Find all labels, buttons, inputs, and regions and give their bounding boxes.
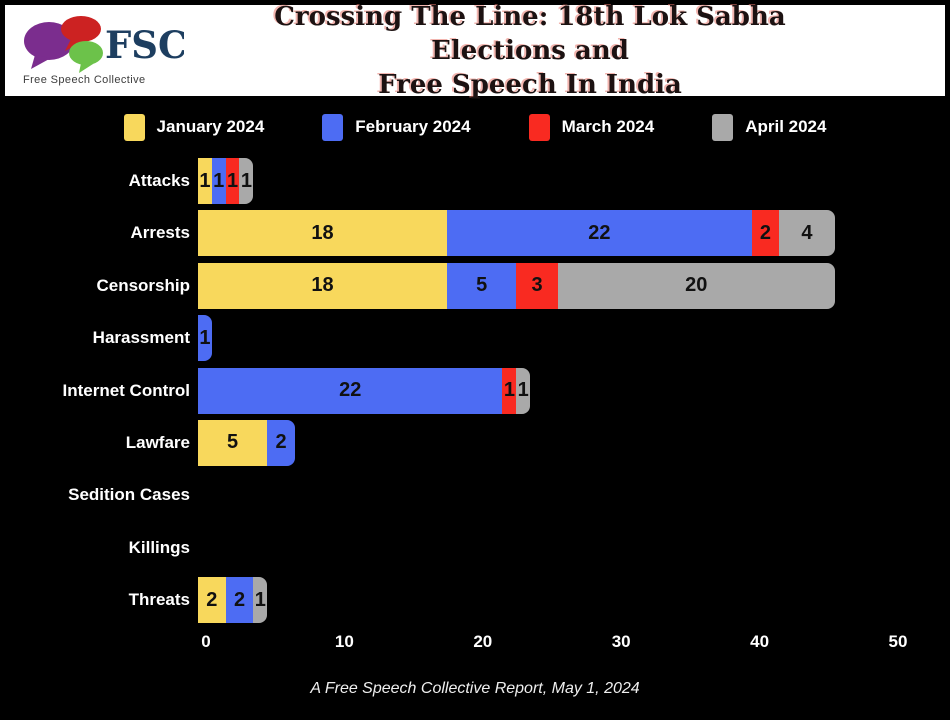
legend-item-march-2024: March 2024 [528,113,655,141]
category-label: Threats [128,590,190,610]
bar-segment-march-2024: 1 [225,158,240,204]
stacked-bar-chart: Attacks 1 1 1 1 Arrests 18 22 2 4 Censorship 18 5 3 20… [0,158,950,630]
category-label: Arrests [130,223,190,243]
speech-bubbles-icon: FSC [24,16,184,73]
chart-row-harassment: Harassment 1 [0,315,950,362]
category-label: Censorship [96,275,190,295]
x-tick-10: 10 [334,632,354,651]
chart-row-arrests: Arrests 18 22 2 4 [0,210,950,257]
bar-track: 1 [198,315,890,362]
x-tick-30: 30 [611,632,631,651]
bar-segment-february-2024: 5 [447,262,517,309]
chart-row-lawfare: Lawfare 5 2 [0,419,950,466]
header-banner: FSC Free Speech Collective Crossing The … [5,2,945,100]
legend-label: February 2024 [355,117,471,136]
chart-row-internet-control: Internet Control 22 1 1 [0,367,950,414]
legend-swatch [123,113,145,141]
chart-row-threats: Threats 2 2 1 [0,577,950,624]
page-title: Crossing The Line: 18th Lok Sabha Electi… [205,0,855,102]
bar-segment-march-2024: 2 [751,210,780,257]
legend-label: April 2024 [745,117,827,136]
title-line-1: Crossing The Line: 18th Lok Sabha Electi… [274,1,786,66]
bar-segment-january-2024: 5 [198,419,268,466]
legend-label: January 2024 [156,117,265,136]
x-tick-0: 0 [201,632,211,651]
legend-item-february-2024: February 2024 [322,113,471,141]
logo-subtext: Free Speech Collective [23,74,146,86]
report-caption: A Free Speech Collective Report, May 1, … [310,680,640,697]
legend-item-january-2024: January 2024 [123,113,265,141]
category-label: Sedition Cases [68,485,190,505]
bar-segment-january-2024: 2 [198,577,226,624]
category-label: Killings [128,537,190,557]
category-label: Attacks [128,171,190,190]
bar-segment-january-2024: 1 [198,158,212,204]
bar-track: 18 22 2 4 [198,210,890,257]
bar-segment-april-2024: 1 [253,577,268,624]
bar-track: 22 1 1 [198,367,890,414]
bar-segment-february-2024: 22 [198,367,503,414]
bar-segment-march-2024: 3 [516,262,558,309]
bar-segment-january-2024: 18 [198,262,448,309]
x-axis: 0 10 20 30 40 50 [201,632,907,656]
chart-row-attacks: Attacks 1 1 1 1 [0,158,950,204]
bar-segment-february-2024: 1 [211,158,226,204]
chart-legend: January 2024 February 2024 March 2024 April… [0,110,950,144]
bar-segment-april-2024: 1 [516,367,531,414]
bar-segment-april-2024: 4 [779,210,835,257]
logo-fsc-text: FSC [105,23,184,67]
chart-row-censorship: Censorship 18 5 3 20 [0,262,950,309]
x-tick-40: 40 [750,632,770,651]
bar-track: 18 5 3 20 [198,262,890,309]
fsc-logo: FSC Free Speech Collective [5,15,205,86]
legend-item-april-2024: April 2024 [712,113,827,141]
x-tick-50: 50 [888,632,908,651]
title-line-2: Free Speech In India [378,69,682,100]
x-tick-20: 20 [473,632,493,651]
legend-swatch [712,113,734,141]
bar-segment-january-2024: 18 [198,210,448,257]
category-label: Internet Control [62,380,191,400]
bar-segment-march-2024: 1 [502,367,517,414]
bar-segment-february-2024: 1 [198,315,212,362]
bar-segment-february-2024: 2 [267,419,295,466]
legend-swatch [322,113,344,141]
category-label: Harassment [92,328,190,348]
bar-track [198,525,890,571]
bar-track [198,472,890,518]
legend-swatch [528,113,550,141]
chart-row-sedition-cases: Sedition Cases [0,472,950,518]
legend-label: March 2024 [561,117,655,136]
bar-segment-february-2024: 2 [225,577,254,624]
bar-segment-april-2024: 1 [239,158,254,204]
chart-row-killings: Killings [0,525,950,571]
bar-segment-april-2024: 20 [557,262,835,309]
bar-segment-february-2024: 22 [447,210,752,257]
category-label: Lawfare [125,432,190,452]
